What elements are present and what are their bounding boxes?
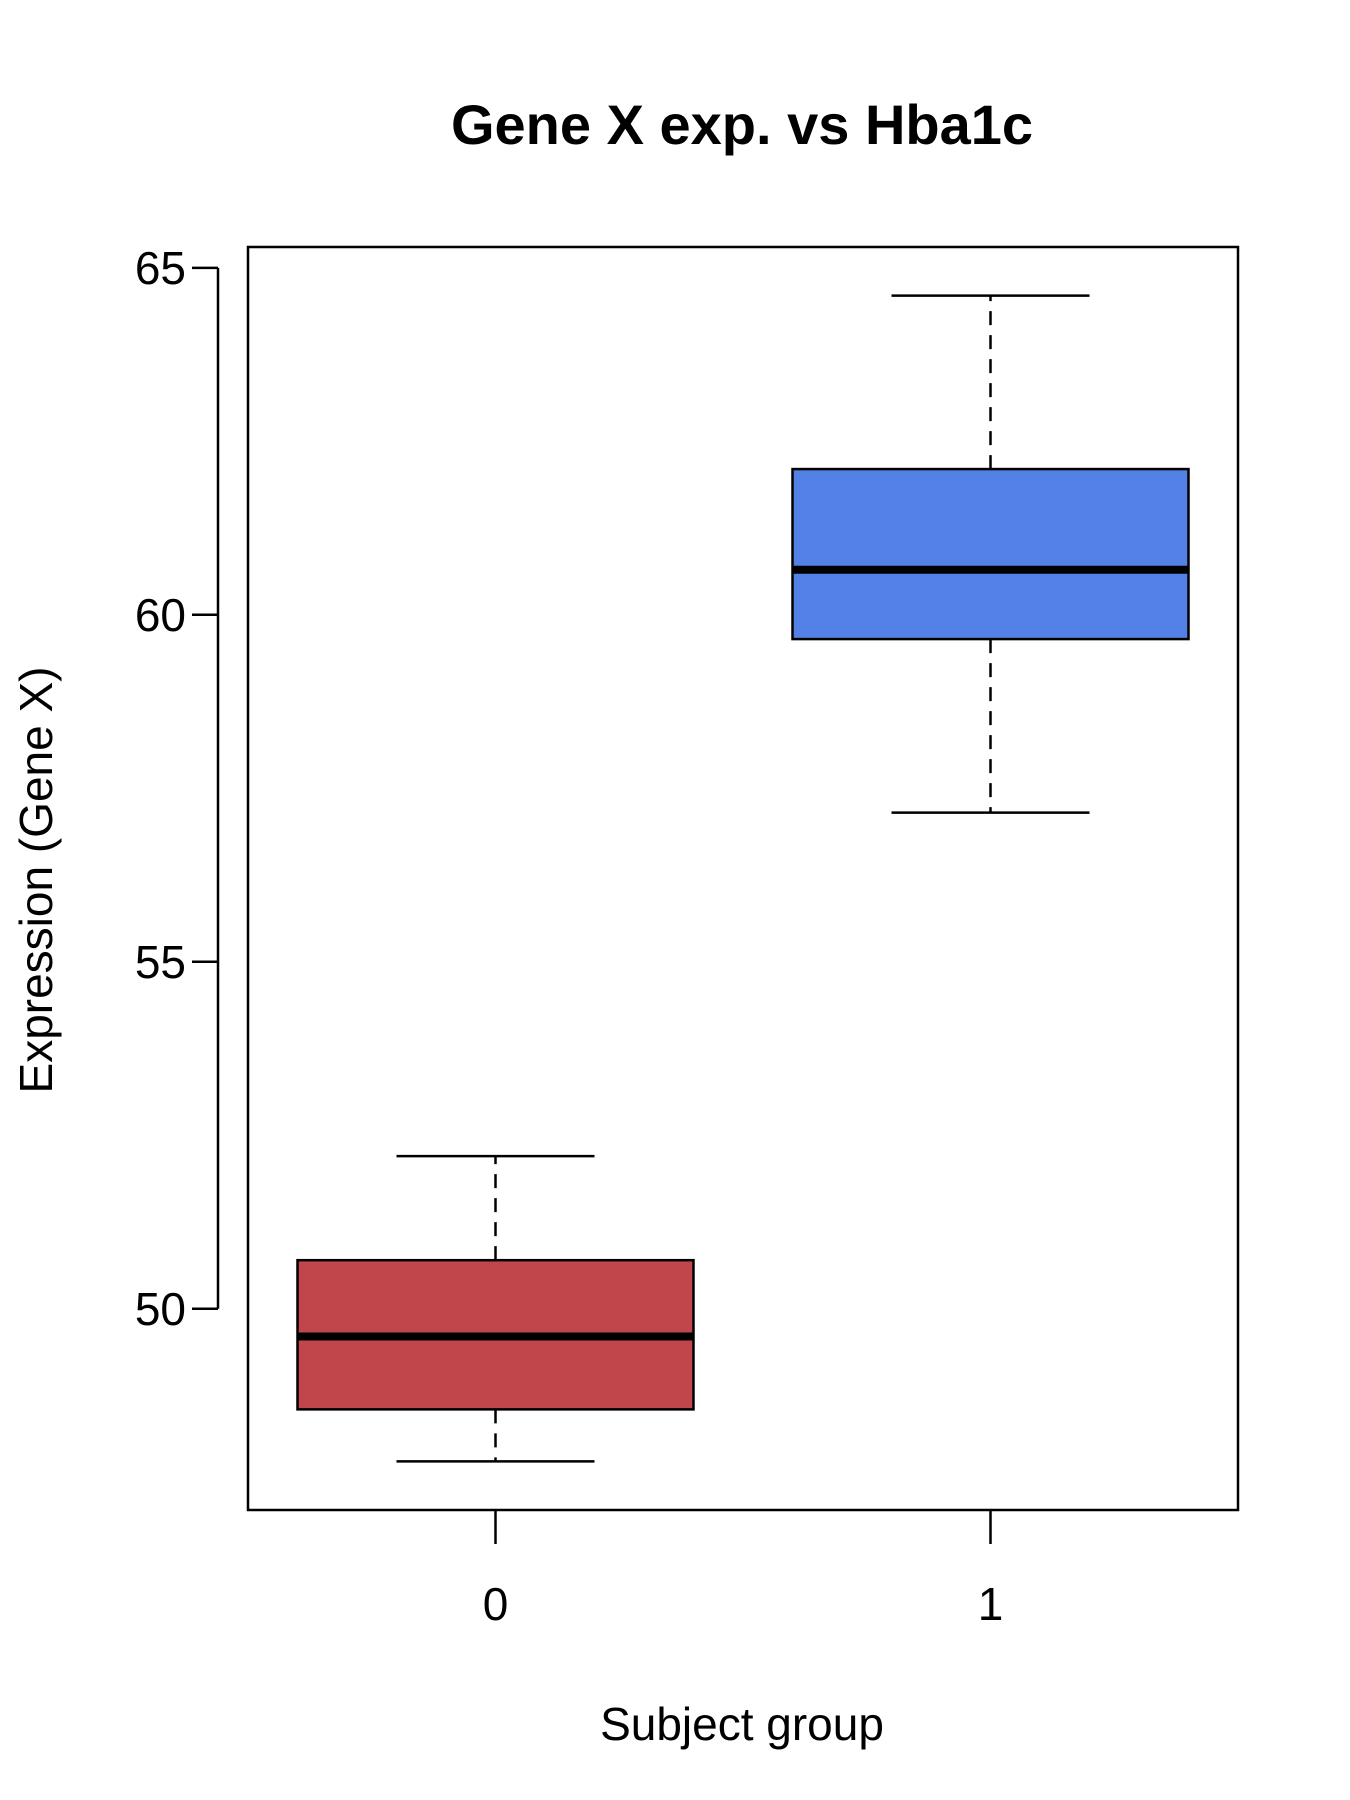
x-tick-label: 0 (483, 1578, 509, 1630)
box-iqr (791, 467, 1190, 641)
y-tick-label: 55 (135, 936, 186, 988)
y-axis: 50 55 60 65 (135, 242, 220, 1335)
y-tick-label: 65 (135, 242, 186, 294)
x-axis-label: Subject group (600, 1698, 884, 1750)
box-group-0 (296, 1154, 695, 1463)
box-group-1 (791, 294, 1190, 814)
x-tick-label: 1 (978, 1578, 1004, 1630)
y-tick-label: 60 (135, 589, 186, 641)
y-tick-label: 50 (135, 1283, 186, 1335)
chart-title: Gene X exp. vs Hba1c (451, 93, 1033, 156)
chart-marks (296, 294, 1190, 1463)
plot-frame (246, 245, 1240, 1512)
y-axis-label: Expression (Gene X) (10, 667, 62, 1094)
